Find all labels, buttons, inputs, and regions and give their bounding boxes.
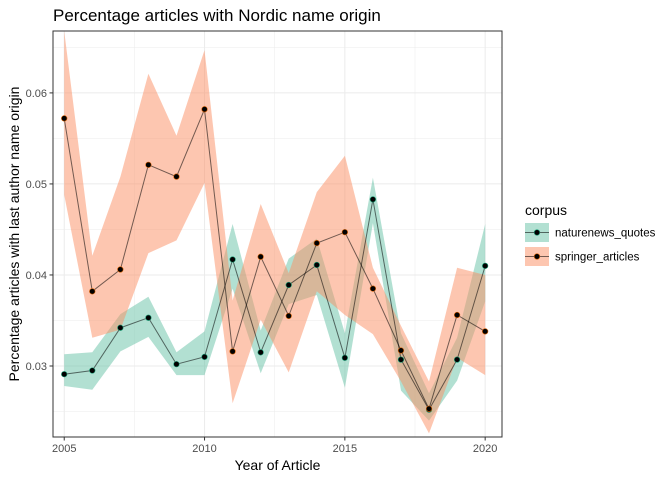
point-springer_articles [341, 229, 348, 236]
series-lines [63, 107, 486, 411]
x-tick-label: 2005 [52, 443, 76, 455]
y-axis-title: Percentage articles with last author nam… [6, 87, 22, 382]
legend-label-springer_articles: springer_articles [555, 252, 640, 264]
point-naturenews_quotes [397, 356, 405, 363]
point-springer_articles [397, 347, 405, 354]
x-tick-label: 2010 [192, 443, 216, 455]
point-springer_articles [61, 115, 68, 122]
point-naturenews_quotes [369, 196, 377, 203]
point-springer_articles [201, 106, 208, 113]
point-springer_articles [313, 240, 320, 247]
y-tick-label: 0.04 [26, 270, 47, 282]
point-springer_articles [454, 311, 461, 319]
point-naturenews_quotes [341, 354, 348, 361]
point-naturenews_quotes [145, 314, 152, 321]
x-tick-label: 2020 [473, 443, 497, 455]
y-tick-label: 0.03 [26, 361, 47, 373]
legend-title: corpus [525, 202, 567, 218]
point-springer_articles [425, 405, 433, 412]
line-naturenews_quotes [64, 199, 486, 411]
x-tick-label: 2015 [333, 443, 357, 455]
legend-key-point [533, 253, 541, 260]
point-springer_articles [482, 328, 489, 335]
plot-border [52, 30, 503, 438]
point-springer_articles [117, 266, 124, 273]
point-naturenews_quotes [173, 361, 180, 368]
point-naturenews_quotes [482, 262, 489, 269]
point-naturenews_quotes [117, 324, 124, 331]
line-springer_articles [63, 107, 486, 411]
point-naturenews_quotes [61, 371, 68, 378]
point-naturenews_quotes [201, 353, 208, 360]
band-springer_articles [64, 31, 486, 434]
point-naturenews_quotes [257, 349, 264, 356]
legend: corpus naturenews_quotes springer_article… [525, 202, 656, 266]
point-naturenews_quotes [89, 367, 96, 374]
y-axis-ticks: 0.03 0.04 0.05 0.06 [26, 88, 53, 373]
chart-title: Percentage articles with Nordic name ori… [53, 6, 381, 25]
point-naturenews_quotes [454, 356, 461, 363]
point-springer_articles [145, 161, 152, 168]
legend-label-naturenews_quotes: naturenews_quotes [555, 228, 656, 240]
point-springer_articles [89, 288, 96, 295]
point-springer_articles [285, 312, 292, 320]
point-springer_articles [257, 253, 264, 260]
legend-key-point [533, 229, 541, 236]
point-naturenews_quotes [229, 256, 236, 263]
x-axis-ticks: 2005 2010 2015 2020 [52, 437, 497, 455]
y-tick-label: 0.05 [26, 179, 47, 191]
y-tick-label: 0.06 [26, 88, 47, 100]
point-springer_articles [369, 285, 377, 292]
point-springer_articles [229, 348, 236, 355]
point-naturenews_quotes [285, 281, 292, 289]
data-points [61, 106, 489, 413]
x-axis-title: Year of Article [235, 457, 321, 473]
point-springer_articles [173, 173, 180, 180]
point-naturenews_quotes [313, 261, 320, 269]
